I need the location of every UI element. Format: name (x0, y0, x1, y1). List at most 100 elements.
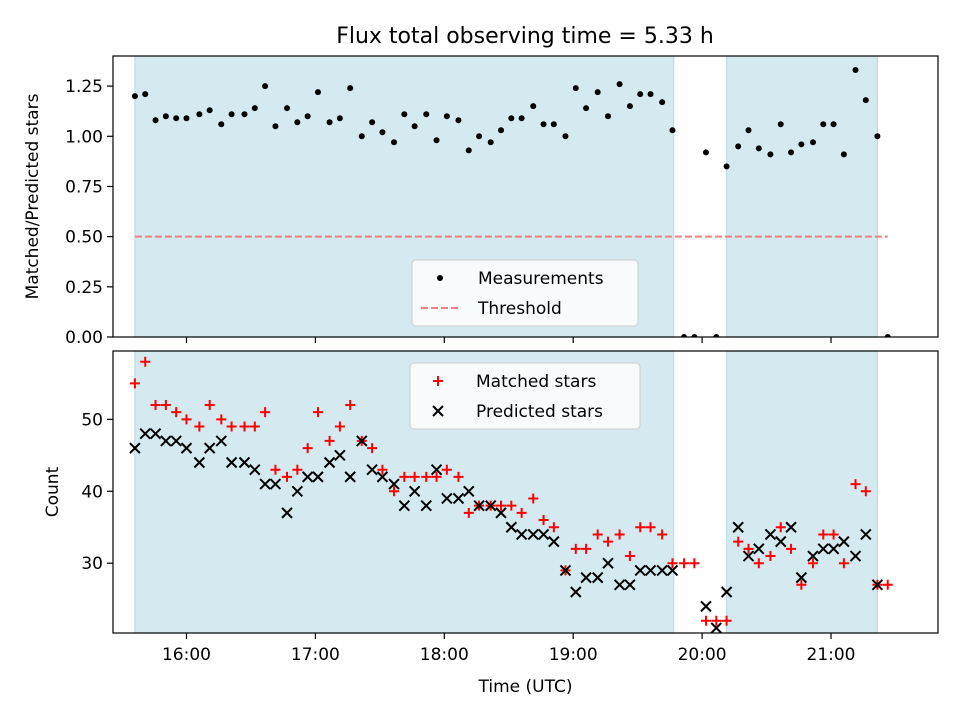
y-tick-label: 0.00 (65, 328, 103, 348)
matched-star-point (496, 500, 507, 511)
predicted-star-point (732, 521, 744, 533)
predicted-star-point (871, 579, 884, 591)
matched-star-point (711, 615, 722, 626)
y-tick-label: 50 (81, 410, 103, 430)
predicted-star-point (527, 528, 539, 541)
matched-star-point (818, 529, 829, 540)
x-tick-label: 21:00 (807, 645, 856, 665)
measurement-point (681, 334, 688, 337)
predicted-star-point (291, 485, 304, 497)
predicted-star-point (225, 456, 238, 469)
predicted-star-point (334, 449, 346, 462)
predicted-star-point (515, 528, 528, 541)
measurement-point (314, 89, 321, 96)
matched-star-point (367, 443, 378, 454)
y-tick-label: 1.25 (65, 77, 103, 97)
y-tick-label: 1.00 (65, 127, 103, 147)
measurement-point (809, 139, 816, 146)
legend-label: Threshold (477, 299, 562, 319)
matched-star-point (548, 522, 559, 533)
matched-star-point (216, 414, 227, 425)
matched-star-point (506, 500, 517, 511)
predicted-star-point (656, 564, 668, 577)
measurement-point (206, 107, 213, 114)
measurement-point (767, 151, 774, 158)
measurement-point (358, 133, 365, 140)
measurement-point (142, 91, 149, 98)
predicted-star-point (559, 564, 572, 577)
measurement-point (218, 121, 225, 128)
measurement-point (476, 133, 483, 140)
predicted-star-point (238, 456, 251, 469)
legend-label: Matched stars (476, 372, 596, 392)
matched-star-point (421, 471, 432, 482)
measurement-point (508, 115, 515, 122)
measurement-point (723, 163, 730, 170)
matched-star-point (624, 551, 635, 562)
predicted-star-point (807, 550, 819, 562)
matched-star-point (592, 529, 603, 540)
matched-star-point (204, 399, 215, 410)
matched-star-point (860, 486, 871, 497)
predicted-star-point (473, 499, 485, 512)
matched-star-point (399, 471, 410, 482)
matched-star-point (312, 407, 323, 418)
matched-star-point (850, 479, 861, 490)
matched-star-point (700, 615, 711, 626)
predicted-star-point (203, 442, 216, 454)
chart-title: Flux total observing time = 5.33 h (336, 24, 714, 49)
measurement-point (735, 143, 742, 150)
measurement-point (874, 133, 881, 140)
predicted-star-point (634, 564, 646, 577)
x-tick-label: 19:00 (549, 645, 598, 665)
measurement-point (443, 113, 450, 120)
matched-star-point (260, 407, 271, 418)
measurement-point (262, 83, 269, 90)
legend-matched-swatch (433, 376, 443, 386)
measurement-point (347, 85, 354, 92)
measurement-point (369, 119, 376, 126)
measurement-point (777, 121, 784, 128)
measurement-point (691, 334, 698, 337)
observing-span (726, 56, 878, 337)
matched-star-point (786, 543, 797, 554)
matched-star-point (765, 551, 776, 562)
predicted-star-point (420, 499, 432, 512)
measurement-point (272, 123, 279, 130)
measurement-point (228, 111, 235, 118)
predicted-star-point (570, 586, 582, 598)
predicted-star-point (388, 478, 400, 490)
matched-star-point (538, 515, 549, 526)
matched-star-point (614, 529, 625, 540)
measurement-point (830, 121, 837, 128)
matched-star-point (743, 543, 754, 554)
predicted-star-point (398, 499, 411, 512)
matched-star-point (377, 464, 388, 475)
predicted-star-point (775, 535, 787, 548)
measurement-point (572, 85, 579, 92)
matched-star-point (324, 435, 335, 446)
measurement-point (196, 111, 203, 118)
predicted-star-point (408, 485, 421, 497)
measurement-point (162, 113, 169, 120)
matched-star-point (796, 579, 807, 590)
measurement-point (530, 103, 537, 110)
predicted-star-point (281, 507, 293, 519)
measurement-point (788, 149, 795, 156)
axes-frame (112, 350, 939, 634)
measurement-point (131, 93, 138, 100)
matched-star-point (409, 471, 420, 482)
matched-star-point (807, 558, 818, 569)
predicted-star-point (591, 571, 604, 584)
matched-star-point (463, 507, 474, 518)
matched-star-point (194, 421, 205, 432)
measurement-point (498, 127, 505, 134)
measurement-point (391, 139, 398, 146)
legend: Matched stars Predicted stars (409, 362, 641, 430)
matched-star-point (345, 399, 356, 410)
legend-label: Predicted stars (476, 402, 603, 422)
x-axis-label: Time (UTC) (478, 677, 573, 697)
matched-star-point (226, 421, 237, 432)
predicted-star-point (301, 471, 314, 483)
